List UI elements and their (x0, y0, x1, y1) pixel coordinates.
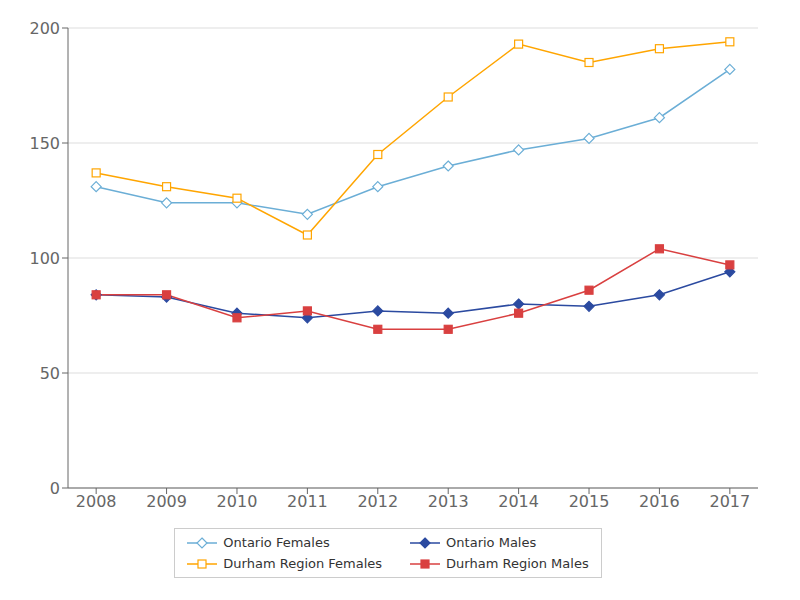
svg-text:2015: 2015 (569, 492, 610, 511)
svg-text:50: 50 (40, 364, 60, 383)
svg-text:150: 150 (29, 134, 60, 153)
html-text:Ontario Females: Ontario Females (223, 535, 330, 550)
svg-text:0: 0 (50, 479, 60, 498)
svg-text:100: 100 (29, 249, 60, 268)
svg-text:2017: 2017 (709, 492, 750, 511)
svg-text:2013: 2013 (428, 492, 469, 511)
html-text:Durham Region Females: Durham Region Females (223, 556, 383, 571)
svg-text:200: 200 (29, 19, 60, 38)
svg-text:2012: 2012 (357, 492, 398, 511)
svg-text:2010: 2010 (217, 492, 258, 511)
html-text:Ontario Males: Ontario Males (446, 535, 537, 550)
svg-text:2008: 2008 (76, 492, 117, 511)
svg-text:2011: 2011 (287, 492, 328, 511)
html-text:Durham Region Males: Durham Region Males (446, 556, 589, 571)
svg-text:2009: 2009 (146, 492, 187, 511)
svg-text:2014: 2014 (498, 492, 539, 511)
svg-text:2016: 2016 (639, 492, 680, 511)
